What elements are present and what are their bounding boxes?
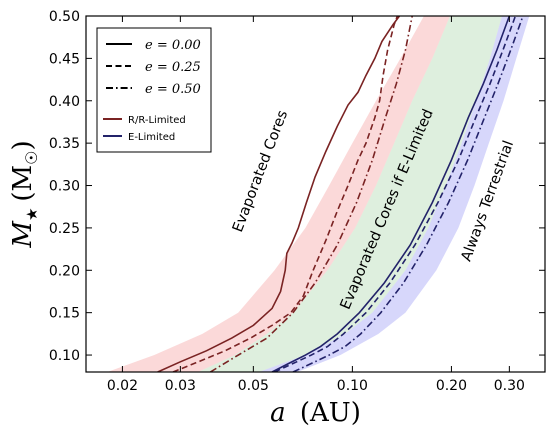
y-axis-unit-close: ) — [8, 140, 38, 150]
x-tick-label-5: 0.30 — [494, 378, 525, 394]
x-tick-label-2: 0.05 — [238, 378, 269, 394]
x-tick-label-1: 0.03 — [165, 378, 196, 394]
y-tick-label-7: 0.45 — [49, 51, 80, 67]
y-tick-label-6: 0.40 — [49, 94, 80, 110]
y-axis-unit-open: (M — [8, 165, 38, 202]
y-axis-var: M — [8, 220, 38, 249]
legend-label-1: e = 0.25 — [145, 60, 201, 75]
band-2 — [258, 16, 530, 372]
axis-ticks: 0.02 0.03 0.05 0.10 0.20 0.30 0.10 0.15 0.20 0.25… — [49, 9, 545, 394]
y-tick-label-2: 0.20 — [49, 263, 80, 279]
y-tick-label-8: 0.50 — [49, 9, 80, 25]
series-line-3 — [271, 16, 511, 372]
series-line-5 — [292, 16, 524, 372]
series-line-4 — [274, 16, 517, 372]
plot-frame — [85, 15, 546, 373]
y-tick-label-4: 0.30 — [49, 179, 80, 195]
x-axis-title: a (AU) — [270, 398, 361, 428]
y-axis-title: M★ (M☉) — [8, 140, 41, 248]
legend-color-label-0: R/R-Limited — [128, 115, 186, 126]
region-bands — [107, 16, 530, 372]
series-line-0 — [157, 16, 401, 372]
legend: e = 0.00 e = 0.25 e = 0.50 R/R-Limited E-Lim… — [96, 27, 212, 153]
y-tick-label-1: 0.15 — [49, 306, 80, 322]
y-tick-label-5: 0.35 — [49, 136, 80, 152]
legend-box — [96, 27, 212, 153]
series-lines — [157, 16, 524, 372]
y-axis-unit-sym: ☉ — [22, 150, 41, 164]
legend-color-label-1: E-Limited — [128, 132, 175, 143]
x-tick-label-3: 0.10 — [337, 378, 368, 394]
legend-label-0: e = 0.00 — [145, 38, 201, 53]
y-tick-label-0: 0.10 — [49, 348, 80, 364]
x-tick-label-4: 0.20 — [436, 378, 467, 394]
x-axis-var: a — [270, 398, 286, 428]
band-1 — [198, 16, 503, 372]
legend-label-2: e = 0.50 — [145, 82, 201, 97]
x-tick-label-0: 0.02 — [107, 378, 138, 394]
series-line-2 — [209, 16, 413, 372]
y-axis-sub: ★ — [23, 208, 41, 221]
x-axis-unit: (AU) — [300, 398, 361, 428]
y-tick-label-3: 0.25 — [49, 221, 80, 237]
band-0 — [107, 16, 450, 372]
region-label-0: Evaporated Cores — [230, 108, 291, 234]
